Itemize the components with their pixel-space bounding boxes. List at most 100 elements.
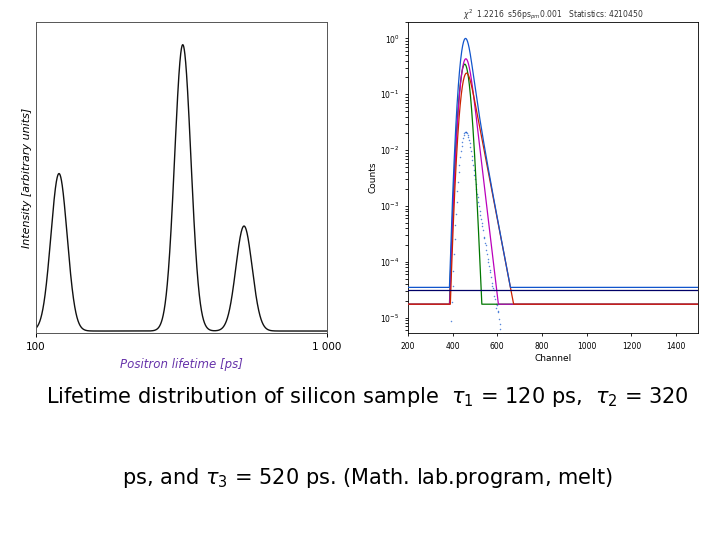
Point xyxy=(652,369,664,378)
Point xyxy=(450,221,462,230)
Point xyxy=(421,369,433,378)
Point xyxy=(567,369,578,378)
Point xyxy=(412,365,423,374)
Point xyxy=(663,369,675,378)
Point xyxy=(670,369,682,378)
Point xyxy=(433,369,444,378)
Point xyxy=(471,190,482,198)
Point xyxy=(680,354,692,362)
Point xyxy=(426,369,437,378)
Point xyxy=(493,315,505,323)
Point xyxy=(444,369,455,378)
Point xyxy=(552,369,564,378)
Point xyxy=(577,369,589,378)
Point xyxy=(446,298,458,306)
Point xyxy=(480,240,492,249)
Point xyxy=(656,361,667,369)
Point xyxy=(420,369,431,378)
Point xyxy=(433,369,445,378)
Point xyxy=(528,369,540,378)
Point xyxy=(688,369,699,378)
Point xyxy=(484,266,495,274)
Point xyxy=(463,136,474,144)
Point xyxy=(678,369,690,378)
Point xyxy=(675,369,686,378)
Point xyxy=(490,303,501,312)
Y-axis label: Counts: Counts xyxy=(369,162,377,193)
Point xyxy=(499,344,510,353)
Point xyxy=(610,369,621,378)
Point xyxy=(598,369,609,378)
Point xyxy=(643,361,654,369)
Point xyxy=(609,369,621,378)
Point xyxy=(557,369,569,378)
Point xyxy=(573,365,585,374)
Point xyxy=(432,369,444,378)
Point xyxy=(630,365,642,374)
Point xyxy=(533,369,544,378)
Point xyxy=(557,357,568,366)
Point xyxy=(628,365,639,374)
Point xyxy=(574,369,585,378)
Point xyxy=(537,369,549,378)
Point xyxy=(539,369,550,378)
Point xyxy=(491,300,503,309)
Point xyxy=(446,316,457,325)
Point xyxy=(591,369,603,378)
Point xyxy=(523,369,534,378)
Point xyxy=(434,369,446,378)
Point xyxy=(559,369,570,378)
Point xyxy=(402,369,413,378)
Point xyxy=(516,369,528,378)
Point xyxy=(616,361,627,369)
Point xyxy=(543,369,554,378)
Point xyxy=(488,286,500,294)
Point xyxy=(548,369,559,378)
Point xyxy=(461,127,472,136)
Point xyxy=(494,325,505,334)
Point xyxy=(520,369,531,378)
Point xyxy=(679,369,690,378)
Point xyxy=(428,357,440,366)
Point xyxy=(534,369,546,378)
Point xyxy=(572,369,584,378)
Point xyxy=(586,361,598,369)
Point xyxy=(458,131,469,139)
Point xyxy=(531,369,543,378)
Point xyxy=(509,361,521,369)
Point xyxy=(552,365,563,374)
Point xyxy=(490,300,502,308)
Point xyxy=(416,369,428,378)
Point xyxy=(580,369,592,378)
Point xyxy=(518,354,529,362)
X-axis label: Positron lifetime [ps]: Positron lifetime [ps] xyxy=(120,358,243,371)
Point xyxy=(640,369,652,378)
Point xyxy=(670,369,681,378)
Point xyxy=(541,369,553,378)
Point xyxy=(688,365,700,374)
Point xyxy=(587,369,598,378)
Point xyxy=(596,369,608,378)
Point xyxy=(550,369,562,378)
Point xyxy=(583,369,595,378)
Point xyxy=(492,307,504,315)
Point xyxy=(636,369,647,378)
Point xyxy=(565,369,577,378)
Point xyxy=(428,369,439,378)
Point xyxy=(639,369,651,378)
Point xyxy=(664,369,675,378)
Point xyxy=(456,141,467,150)
Point xyxy=(519,365,531,374)
Point xyxy=(526,357,537,366)
Point xyxy=(405,369,416,378)
Point xyxy=(561,369,572,378)
Point xyxy=(522,369,534,378)
Point xyxy=(441,369,452,378)
Point xyxy=(566,369,577,378)
Point xyxy=(563,369,575,378)
Point xyxy=(665,369,677,378)
Point xyxy=(538,369,549,378)
Point xyxy=(440,369,451,378)
Point xyxy=(500,339,511,347)
Point xyxy=(474,207,485,215)
